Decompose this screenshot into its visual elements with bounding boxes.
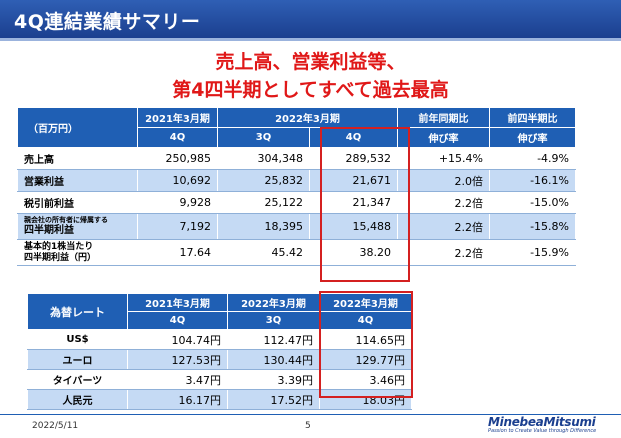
headline-line-2: 第4四半期としてすべて過去最高 bbox=[172, 79, 449, 101]
cell-qoq: -15.9% bbox=[489, 239, 576, 266]
cell-value: 17.64 bbox=[137, 239, 218, 266]
fx-row: ユーロ 127.53円 130.44円 129.77円 bbox=[27, 349, 412, 370]
fx-col2-bottom: 3Q bbox=[227, 311, 320, 330]
unit-header: （百万円） bbox=[17, 107, 138, 148]
cell-value: 25,122 bbox=[217, 191, 310, 214]
row-label-line-2: 四半期利益 bbox=[24, 225, 74, 236]
cell-yoy: +15.4% bbox=[397, 147, 490, 170]
table-row: 営業利益 10,692 25,832 21,671 2.0倍 -16.1% bbox=[17, 169, 576, 192]
cell-yoy: 2.2倍 bbox=[397, 239, 490, 266]
row-label: 親会社の所有者に帰属する 四半期利益 bbox=[17, 213, 138, 240]
fx-rate: 129.77円 bbox=[319, 349, 412, 370]
headline-line-1: 売上高、営業利益等、 bbox=[215, 51, 406, 73]
fx-rate: 16.17円 bbox=[127, 389, 228, 410]
cell-yoy: 2.0倍 bbox=[397, 169, 490, 192]
cell-qoq: -4.9% bbox=[489, 147, 576, 170]
fx-rate: 112.47円 bbox=[227, 329, 320, 350]
page-number: 5 bbox=[305, 421, 311, 431]
fx-header: 為替レート bbox=[27, 293, 128, 330]
cell-value: 304,348 bbox=[217, 147, 310, 170]
cell-qoq: -16.1% bbox=[489, 169, 576, 192]
header-yoy: 前年同期比 bbox=[397, 107, 490, 128]
fx-col2-top: 2022年3月期 bbox=[227, 293, 320, 312]
cell-value: 21,671 bbox=[309, 169, 398, 192]
fx-rate: 18.03円 bbox=[319, 389, 412, 410]
fx-rate: 3.46円 bbox=[319, 369, 412, 390]
header-qoq: 前四半期比 bbox=[489, 107, 576, 128]
fx-col3-top: 2022年3月期 bbox=[319, 293, 412, 312]
subheader-qoq: 伸び率 bbox=[489, 127, 576, 148]
table-row: 親会社の所有者に帰属する 四半期利益 7,192 18,395 15,488 2… bbox=[17, 213, 576, 240]
fx-rate: 3.39円 bbox=[227, 369, 320, 390]
row-label-line-2: 四半期利益（円） bbox=[24, 252, 97, 263]
cell-value: 7,192 bbox=[137, 213, 218, 240]
cell-value: 9,928 bbox=[137, 191, 218, 214]
logo-name: MinebeaMitsumi bbox=[488, 415, 596, 429]
cell-qoq: -15.0% bbox=[489, 191, 576, 214]
row-label: 営業利益 bbox=[17, 169, 138, 192]
cell-value: 289,532 bbox=[309, 147, 398, 170]
fx-currency-label: US$ bbox=[27, 329, 128, 350]
cell-value: 250,985 bbox=[137, 147, 218, 170]
fx-col1-top: 2021年3月期 bbox=[127, 293, 228, 312]
fx-rate: 114.65円 bbox=[319, 329, 412, 350]
fx-currency-label: 人民元 bbox=[27, 389, 128, 410]
cell-yoy: 2.2倍 bbox=[397, 191, 490, 214]
table-row: 税引前利益 9,928 25,122 21,347 2.2倍 -15.0% bbox=[17, 191, 576, 214]
title-bar: 4Q連結業績サマリー bbox=[0, 0, 621, 38]
cell-qoq: -15.8% bbox=[489, 213, 576, 240]
fx-col3-bottom: 4Q bbox=[319, 311, 412, 330]
cell-yoy: 2.2倍 bbox=[397, 213, 490, 240]
cell-value: 45.42 bbox=[217, 239, 310, 266]
cell-value: 21,347 bbox=[309, 191, 398, 214]
cell-value: 25,832 bbox=[217, 169, 310, 192]
fx-currency-label: ユーロ bbox=[27, 349, 128, 370]
header-fy2021: 2021年3月期 bbox=[137, 107, 218, 128]
fx-rate: 3.47円 bbox=[127, 369, 228, 390]
subheader-fy2021-4q: 4Q bbox=[137, 127, 218, 148]
company-logo: MinebeaMitsumi Passion to Create Value t… bbox=[488, 415, 596, 434]
table-row: 基本的1株当たり 四半期利益（円） 17.64 45.42 38.20 2.2倍… bbox=[17, 239, 576, 266]
fx-rate: 130.44円 bbox=[227, 349, 320, 370]
fx-rate: 17.52円 bbox=[227, 389, 320, 410]
slide-title: 4Q連結業績サマリー bbox=[14, 11, 201, 33]
fx-row: US$ 104.74円 112.47円 114.65円 bbox=[27, 329, 412, 350]
fx-table: 為替レート 2021年3月期 2022年3月期 2022年3月期 4Q 3Q 4… bbox=[27, 293, 412, 410]
fx-rate: 127.53円 bbox=[127, 349, 228, 370]
footer-divider bbox=[0, 414, 621, 415]
subheader-yoy: 伸び率 bbox=[397, 127, 490, 148]
logo-tagline: Passion to Create Value through Differen… bbox=[488, 428, 597, 434]
header-fy2022: 2022年3月期 bbox=[217, 107, 398, 128]
results-table: （百万円） 2021年3月期 2022年3月期 前年同期比 前四半期比 4Q 3… bbox=[17, 107, 576, 266]
row-label-line-1: 基本的1株当たり bbox=[24, 241, 94, 252]
cell-value: 15,488 bbox=[309, 213, 398, 240]
cell-value: 38.20 bbox=[309, 239, 398, 266]
title-underline bbox=[0, 38, 621, 41]
fx-col1-bottom: 4Q bbox=[127, 311, 228, 330]
cell-value: 18,395 bbox=[217, 213, 310, 240]
footer-date: 2022/5/11 bbox=[32, 421, 79, 431]
cell-value: 10,692 bbox=[137, 169, 218, 192]
fx-row: タイバーツ 3.47円 3.39円 3.46円 bbox=[27, 369, 412, 390]
row-label-line-1: 親会社の所有者に帰属する bbox=[24, 216, 108, 224]
table-row: 売上高 250,985 304,348 289,532 +15.4% -4.9% bbox=[17, 147, 576, 170]
subheader-fy2022-4q: 4Q bbox=[309, 127, 398, 148]
row-label: 税引前利益 bbox=[17, 191, 138, 214]
row-label: 売上高 bbox=[17, 147, 138, 170]
fx-currency-label: タイバーツ bbox=[27, 369, 128, 390]
fx-row: 人民元 16.17円 17.52円 18.03円 bbox=[27, 389, 412, 410]
fx-rate: 104.74円 bbox=[127, 329, 228, 350]
subheader-fy2022-3q: 3Q bbox=[217, 127, 310, 148]
row-label: 基本的1株当たり 四半期利益（円） bbox=[17, 239, 138, 266]
